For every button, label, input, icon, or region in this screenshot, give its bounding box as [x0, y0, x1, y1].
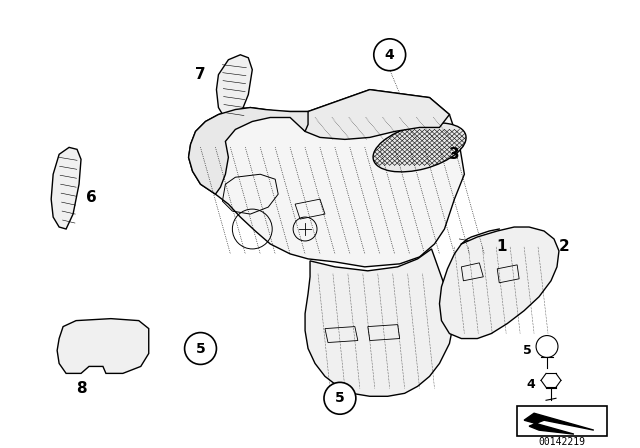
- Polygon shape: [189, 108, 308, 194]
- Polygon shape: [51, 147, 81, 229]
- Text: 3: 3: [449, 147, 460, 162]
- Polygon shape: [440, 227, 559, 339]
- Circle shape: [184, 332, 216, 364]
- Text: 2: 2: [559, 239, 570, 254]
- Text: 7: 7: [195, 67, 206, 82]
- Polygon shape: [57, 319, 148, 373]
- Ellipse shape: [373, 123, 466, 172]
- Circle shape: [374, 39, 406, 71]
- Text: 1: 1: [496, 239, 506, 254]
- Polygon shape: [189, 90, 465, 267]
- Polygon shape: [305, 249, 454, 396]
- Bar: [517, 406, 607, 436]
- Text: 6: 6: [86, 190, 97, 205]
- Text: 8: 8: [76, 381, 86, 396]
- Text: 4: 4: [527, 378, 536, 391]
- Text: 5: 5: [335, 391, 345, 405]
- Text: 00142219: 00142219: [538, 437, 586, 447]
- Polygon shape: [216, 55, 252, 120]
- Polygon shape: [300, 90, 449, 139]
- Text: 5: 5: [523, 344, 531, 357]
- Polygon shape: [524, 413, 594, 434]
- Text: 4: 4: [385, 48, 395, 62]
- Circle shape: [324, 382, 356, 414]
- Text: 5: 5: [196, 341, 205, 356]
